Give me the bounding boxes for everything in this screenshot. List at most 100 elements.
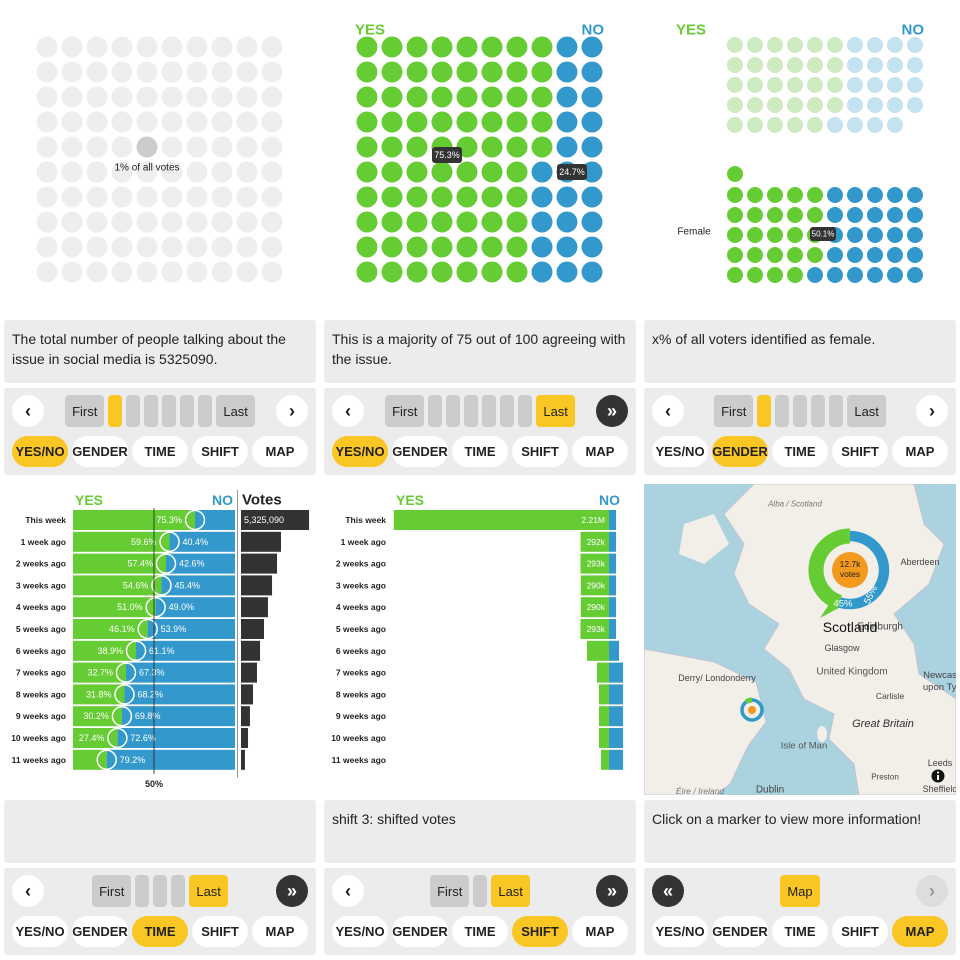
tab[interactable]: TIME [132,916,188,947]
step-button[interactable] [171,875,186,907]
dot [61,136,83,158]
tab[interactable]: GENDER [72,436,128,467]
tab[interactable]: TIME [772,916,828,947]
dot [887,247,903,263]
tab[interactable]: MAP [572,436,628,467]
step-button[interactable] [108,395,123,427]
nav-arrow[interactable]: « [652,875,684,907]
tab[interactable]: SHIFT [192,436,248,467]
step-button[interactable] [793,395,808,427]
step-button[interactable] [464,395,479,427]
bar-no [609,662,624,683]
faded-dot [807,77,823,93]
step-button[interactable] [153,875,168,907]
step-button[interactable] [775,395,790,427]
nav-arrow[interactable]: › [275,395,308,427]
step-button[interactable] [473,875,488,907]
dot [727,207,743,223]
tab[interactable]: SHIFT [832,436,888,467]
bar-no [609,728,624,748]
bar-no [609,749,624,770]
nav-button[interactable]: First [430,875,470,907]
dot [581,111,603,133]
dot [531,36,553,58]
nav-button[interactable]: Last [847,395,886,427]
dot [787,267,803,283]
nav-arrow[interactable]: › [915,395,948,427]
step-button[interactable] [198,395,213,427]
step-button[interactable] [135,875,150,907]
nav-button[interactable]: Last [491,875,530,907]
step-button[interactable] [482,395,497,427]
tab[interactable]: YES/NO [652,436,708,467]
step-button[interactable] [811,395,826,427]
tab[interactable]: TIME [452,916,508,947]
tab[interactable]: MAP [892,436,948,467]
tab[interactable]: GENDER [392,436,448,467]
tab[interactable]: TIME [772,436,828,467]
dot [767,247,783,263]
nav-button[interactable]: First [65,395,105,427]
bar-no [609,553,617,574]
nav-button[interactable]: First [385,395,425,427]
marker-center[interactable] [748,706,756,714]
tab[interactable]: SHIFT [192,916,248,947]
nav-button[interactable]: Last [189,875,228,907]
nav-arrow[interactable]: › [915,875,948,907]
faded-dot [827,37,843,53]
tab[interactable]: MAP [572,916,628,947]
tab[interactable]: TIME [132,436,188,467]
nav-arrow[interactable]: » [275,875,308,907]
tab[interactable]: MAP [252,436,308,467]
tab[interactable]: SHIFT [832,916,888,947]
tab[interactable]: YES/NO [12,436,68,467]
step-button[interactable] [144,395,159,427]
step-button[interactable] [446,395,461,427]
row-label: 2 weeks ago [336,559,386,569]
nav-button[interactable]: Map [780,875,820,907]
step-button[interactable] [428,395,443,427]
bar-no [136,640,235,661]
tab[interactable]: GENDER [712,916,768,947]
nav-arrow[interactable]: ‹ [332,395,364,427]
tab[interactable]: SHIFT [512,916,568,947]
tab[interactable]: YES/NO [332,916,388,947]
nav-button[interactable]: First [714,395,754,427]
nav-arrow[interactable]: » [595,875,628,907]
row-label: 10 weeks ago [11,733,66,743]
tab[interactable]: GENDER [72,916,128,947]
faded-dot [907,37,923,53]
dot [847,227,863,243]
step-button[interactable] [518,395,533,427]
nav-arrow[interactable]: ‹ [332,875,364,907]
nav-button[interactable]: First [92,875,132,907]
nav-arrow[interactable]: » [595,395,628,427]
step-button[interactable] [180,395,195,427]
tab[interactable]: GENDER [712,436,768,467]
tab[interactable]: MAP [892,916,948,947]
tab[interactable]: YES/NO [332,436,388,467]
step-button[interactable] [126,395,141,427]
marker-center[interactable] [832,552,868,588]
tab[interactable]: YES/NO [652,916,708,947]
tab[interactable]: SHIFT [512,436,568,467]
step-button[interactable] [757,395,772,427]
step-button[interactable] [500,395,515,427]
tab[interactable]: GENDER [392,916,448,947]
nav-arrow[interactable]: ‹ [12,875,44,907]
nav-button[interactable]: Last [216,395,255,427]
dot [161,211,183,233]
dot [381,186,403,208]
bar-no [165,553,235,574]
step-button[interactable] [829,395,844,427]
tab[interactable]: TIME [452,436,508,467]
nav-arrow[interactable]: ‹ [652,395,684,427]
nav-arrow[interactable]: ‹ [12,395,44,427]
faded-dot [787,117,803,133]
tab[interactable]: YES/NO [12,916,68,947]
row-label: 7 weeks ago [16,668,66,678]
nav-button[interactable]: Last [536,395,575,427]
dot [86,211,108,233]
step-button[interactable] [162,395,177,427]
tab[interactable]: MAP [252,916,308,947]
